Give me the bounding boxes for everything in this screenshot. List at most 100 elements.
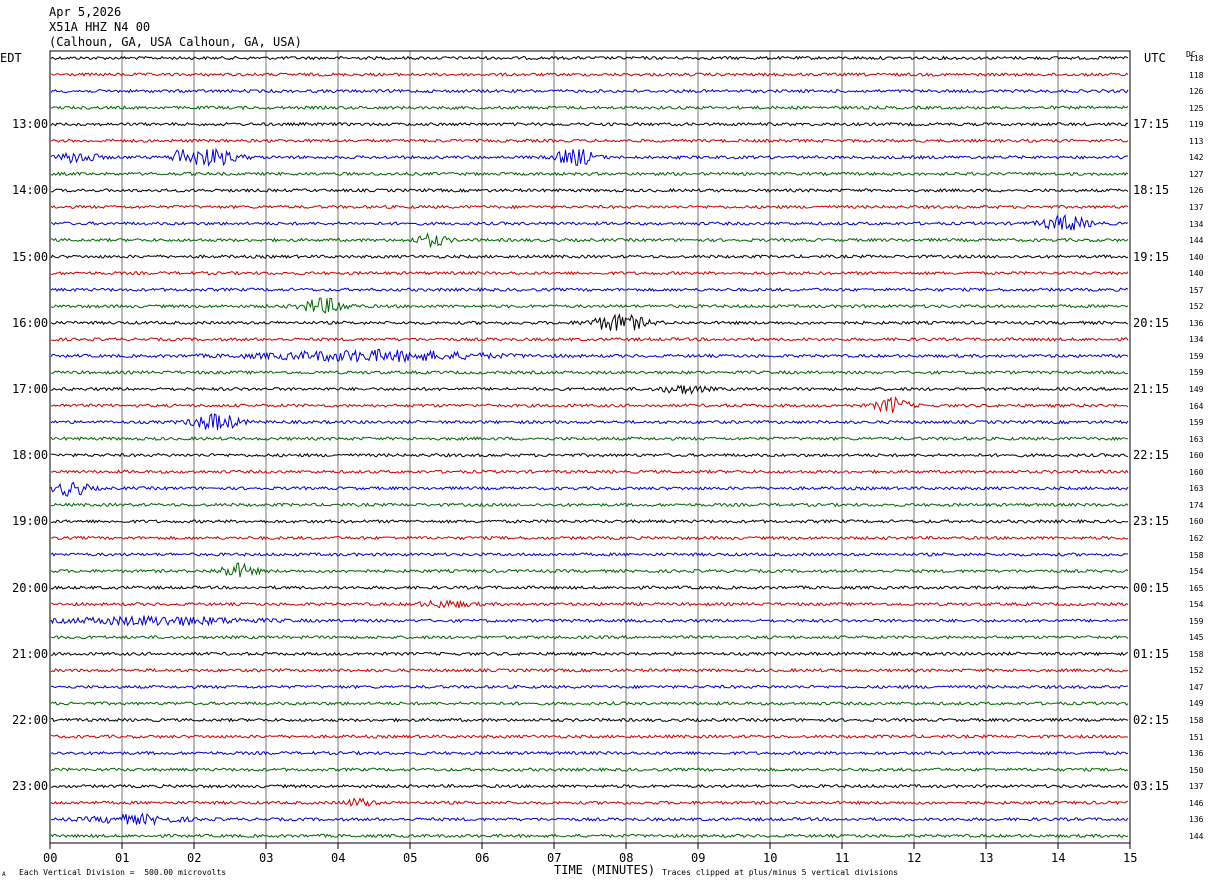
trace-line xyxy=(50,634,1129,640)
dc-offset-value: 154 xyxy=(1189,600,1204,610)
trace-line xyxy=(50,562,1129,578)
trace-line xyxy=(50,270,1129,276)
dc-offset-value: 146 xyxy=(1189,798,1204,808)
dc-offset-value: 157 xyxy=(1189,285,1204,295)
trace-line xyxy=(50,797,1129,808)
edt-hour-label: 13:00 xyxy=(12,117,49,132)
dc-offset-value: 152 xyxy=(1189,666,1204,676)
dc-offset-value: 142 xyxy=(1189,153,1204,163)
scale-note: Each Vertical Division = 500.00 microvol… xyxy=(19,868,227,877)
utc-hour-label: 18:15 xyxy=(1133,183,1170,198)
helicorder-traces xyxy=(50,55,1129,839)
utc-hour-label: 20:15 xyxy=(1133,315,1170,330)
trace-line xyxy=(50,88,1129,94)
dc-offset-value: 144 xyxy=(1189,236,1204,246)
x-tick-label: 06 xyxy=(475,851,490,865)
trace-line xyxy=(50,651,1129,657)
utc-hour-label: 00:15 xyxy=(1133,580,1170,595)
dc-offset-value: 150 xyxy=(1189,765,1204,775)
trace-line xyxy=(50,287,1129,293)
trace-line xyxy=(50,105,1129,111)
dc-offset-value: 162 xyxy=(1189,533,1204,543)
trace-line xyxy=(50,171,1129,177)
trace-line xyxy=(50,297,1129,314)
x-tick-label: 12 xyxy=(907,851,922,865)
trace-line xyxy=(50,348,1129,364)
dc-offset-value: 147 xyxy=(1189,682,1204,692)
trace-line xyxy=(50,552,1129,557)
utc-hour-label: 22:15 xyxy=(1133,448,1170,463)
dc-offset-value: 158 xyxy=(1189,649,1204,659)
station-label: X51A HHZ N4 00 xyxy=(49,20,151,34)
dc-offset-value: 145 xyxy=(1189,633,1204,643)
dc-offset-value: 134 xyxy=(1189,219,1204,229)
trace-line xyxy=(50,518,1129,525)
edt-zone-label: EDT xyxy=(0,51,22,65)
dc-offset-value: 113 xyxy=(1189,136,1204,146)
trace-line xyxy=(50,384,1129,395)
x-tick-label: 15 xyxy=(1123,851,1138,865)
dc-offset-value: 136 xyxy=(1189,815,1204,825)
trace-line xyxy=(50,436,1129,442)
trace-line xyxy=(50,599,1129,609)
edt-hour-label: 19:00 xyxy=(12,514,49,529)
utc-hour-label: 17:15 xyxy=(1133,117,1170,132)
dc-offset-value: 160 xyxy=(1189,517,1204,527)
utc-hour-label: 02:15 xyxy=(1133,713,1170,727)
trace-line xyxy=(50,121,1129,127)
x-tick-label: 09 xyxy=(691,851,706,865)
utc-hour-label: 21:15 xyxy=(1133,382,1170,396)
dc-offset-value: 164 xyxy=(1189,401,1204,411)
trace-line xyxy=(50,254,1129,259)
dc-offset-value: 119 xyxy=(1189,120,1204,130)
dc-offset-value: 151 xyxy=(1189,732,1204,742)
dc-offset-value: 118 xyxy=(1189,70,1204,80)
dc-offset-value: 140 xyxy=(1189,252,1204,262)
utc-hour-label: 23:15 xyxy=(1133,514,1170,529)
corner-mark: A xyxy=(2,871,6,878)
trace-line xyxy=(50,535,1129,541)
dc-offset-value: 137 xyxy=(1189,202,1204,212)
dc-offset-value: 144 xyxy=(1189,831,1204,841)
trace-line xyxy=(50,481,1129,497)
x-axis-title: TIME (MINUTES) xyxy=(554,863,656,877)
dc-offset-value: 160 xyxy=(1189,467,1204,477)
dc-offset-value: 127 xyxy=(1189,169,1204,179)
trace-line xyxy=(50,413,1129,431)
dc-offset-value: 160 xyxy=(1189,451,1204,461)
trace-line xyxy=(50,147,1129,168)
trace-line xyxy=(50,502,1129,508)
x-tick-label: 07 xyxy=(547,851,562,865)
date-label: Apr 5,2026 xyxy=(49,5,122,19)
clip-note: Traces clipped at plus/minus 5 vertical … xyxy=(662,868,899,877)
x-tick-label: 01 xyxy=(115,851,130,865)
trace-line xyxy=(50,750,1129,756)
dc-offset-value: 118 xyxy=(1189,54,1204,63)
dc-offset-value: 159 xyxy=(1189,368,1204,378)
dc-offset-value: 159 xyxy=(1189,616,1204,626)
trace-line xyxy=(50,717,1129,723)
dc-offset-value: 165 xyxy=(1189,583,1204,593)
dc-header-label: DC xyxy=(1186,50,1196,59)
trace-line xyxy=(50,614,1129,627)
utc-hour-label: 19:15 xyxy=(1133,249,1170,264)
dc-offset-value: 134 xyxy=(1189,335,1204,345)
trace-line xyxy=(50,700,1129,706)
edt-hour-label: 20:00 xyxy=(12,580,49,595)
dc-offset-value: 158 xyxy=(1189,550,1204,560)
x-tick-label: 11 xyxy=(835,851,850,865)
x-axis-ticks xyxy=(49,843,1131,849)
trace-line xyxy=(50,812,1129,827)
dc-offset-value: 126 xyxy=(1189,186,1204,196)
minute-grid xyxy=(121,51,1059,843)
trace-line xyxy=(50,783,1129,789)
edt-hour-label: 23:00 xyxy=(12,779,49,794)
trace-line xyxy=(50,214,1129,231)
dc-offset-value: 149 xyxy=(1189,385,1204,394)
dc-offset-value: 159 xyxy=(1189,351,1204,361)
trace-line xyxy=(50,396,1129,413)
utc-hour-label: 03:15 xyxy=(1133,779,1170,794)
location-label: (Calhoun, GA, USA Calhoun, GA, USA) xyxy=(49,35,302,49)
x-tick-label: 10 xyxy=(763,851,778,865)
